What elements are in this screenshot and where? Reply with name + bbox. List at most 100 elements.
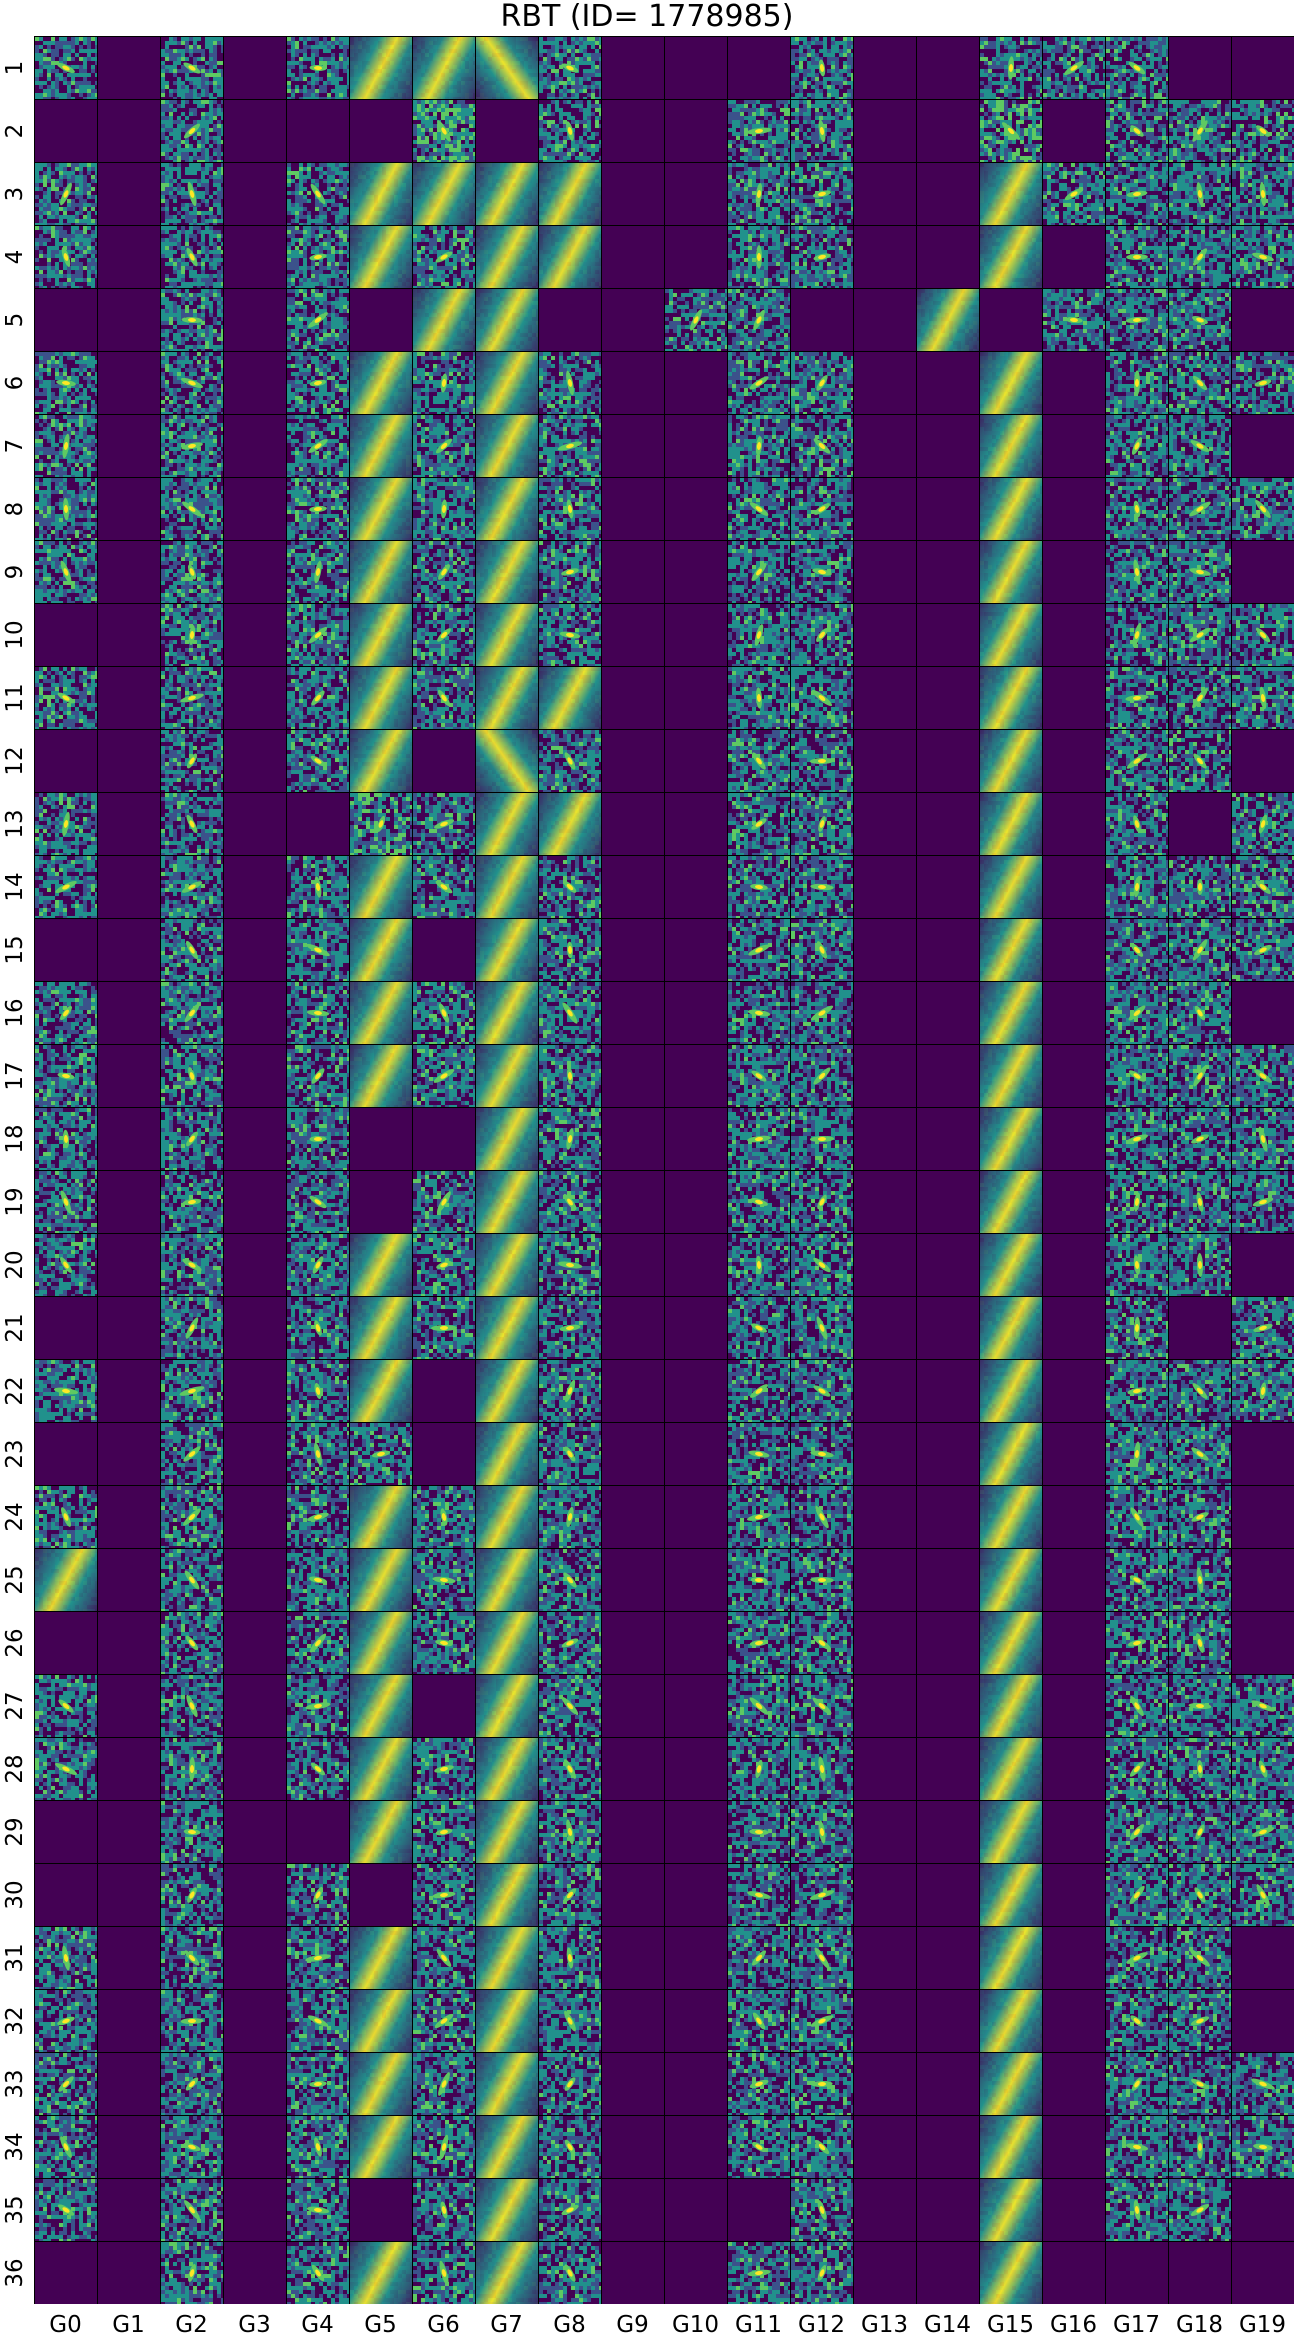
cutout-cell (665, 982, 728, 1044)
cutout-cell (665, 730, 728, 792)
cutout-cell (287, 1675, 350, 1737)
cutout-cell (476, 1360, 539, 1422)
cutout-cell (287, 1297, 350, 1359)
cutout-cell (476, 1297, 539, 1359)
cutout-cell (1043, 604, 1106, 666)
cutout-cell (1106, 1801, 1169, 1863)
cutout-cell (980, 919, 1043, 981)
cutout-cell (1043, 352, 1106, 414)
cutout-cell (854, 2116, 917, 2178)
cutout-cell (854, 2179, 917, 2241)
cutout-cell (1232, 163, 1294, 225)
cutout-cell (224, 1360, 287, 1422)
cutout-cell (1043, 730, 1106, 792)
cutout-cell (602, 100, 665, 162)
cutout-cell (854, 604, 917, 666)
cutout-row (35, 2242, 1294, 2304)
cutout-cell (1043, 100, 1106, 162)
row-label-text: 21 (2, 1313, 28, 1342)
row-label-text: 2 (2, 123, 28, 138)
row-label-text: 25 (2, 1565, 28, 1594)
cutout-cell (350, 1612, 413, 1674)
cutout-cell (161, 226, 224, 288)
row-label: 35 (0, 2178, 30, 2241)
cutout-cell (980, 1990, 1043, 2052)
cutout-cell (980, 1801, 1043, 1863)
cutout-cell (980, 163, 1043, 225)
column-label: G10 (664, 2312, 727, 2338)
cutout-cell (161, 37, 224, 99)
row-label: 3 (0, 162, 30, 225)
cutout-cell (917, 1171, 980, 1233)
cutout-cell (539, 1927, 602, 1989)
cutout-cell (1106, 919, 1169, 981)
cutout-cell (98, 1738, 161, 1800)
cutout-cell (791, 478, 854, 540)
cutout-cell (980, 730, 1043, 792)
cutout-cell (665, 1864, 728, 1926)
cutout-cell (350, 856, 413, 918)
cutout-cell (1043, 1864, 1106, 1926)
cutout-cell (1106, 1234, 1169, 1296)
cutout-cell (1169, 730, 1232, 792)
cutout-cell (224, 1486, 287, 1548)
cutout-cell (917, 2053, 980, 2115)
cutout-cell (1232, 415, 1294, 477)
cutout-cell (917, 730, 980, 792)
cutout-cell (917, 1486, 980, 1548)
cutout-cell (98, 730, 161, 792)
cutout-cell (413, 1549, 476, 1611)
cutout-cell (161, 1486, 224, 1548)
cutout-cell (1043, 793, 1106, 855)
cutout-cell (539, 793, 602, 855)
cutout-cell (917, 2179, 980, 2241)
cutout-row (35, 1486, 1294, 1549)
cutout-cell (1169, 415, 1232, 477)
cutout-row (35, 1234, 1294, 1297)
cutout-cell (665, 2242, 728, 2304)
cutout-cell (1043, 1927, 1106, 1989)
cutout-cell (980, 541, 1043, 603)
row-label: 22 (0, 1359, 30, 1422)
row-label-text: 15 (2, 935, 28, 964)
cutout-cell (539, 2053, 602, 2115)
cutout-cell (161, 1297, 224, 1359)
cutout-cell (224, 1297, 287, 1359)
cutout-cell (413, 2053, 476, 2115)
cutout-cell (1106, 667, 1169, 729)
cutout-cell (602, 856, 665, 918)
cutout-cell (350, 1234, 413, 1296)
cutout-cell (665, 1360, 728, 1422)
row-label: 30 (0, 1863, 30, 1926)
cutout-cell (917, 226, 980, 288)
cutout-cell (35, 1612, 98, 1674)
column-label: G6 (412, 2312, 475, 2338)
cutout-cell (350, 163, 413, 225)
cutout-cell (1232, 1612, 1294, 1674)
cutout-cell (539, 1675, 602, 1737)
cutout-row (35, 1360, 1294, 1423)
cutout-cell (539, 1360, 602, 1422)
row-label-text: 32 (2, 2006, 28, 2035)
cutout-cell (728, 856, 791, 918)
cutout-cell (98, 1108, 161, 1170)
cutout-cell (854, 415, 917, 477)
row-label: 10 (0, 603, 30, 666)
cutout-cell (224, 1801, 287, 1863)
cutout-cell (980, 1549, 1043, 1611)
cutout-cell (854, 226, 917, 288)
cutout-cell (665, 100, 728, 162)
cutout-cell (287, 1738, 350, 1800)
cutout-cell (791, 982, 854, 1044)
cutout-cell (1169, 1990, 1232, 2052)
cutout-cell (917, 1423, 980, 1485)
cutout-cell (1169, 856, 1232, 918)
cutout-cell (602, 1738, 665, 1800)
cutout-cell (980, 2116, 1043, 2178)
cutout-cell (476, 604, 539, 666)
cutout-cell (665, 919, 728, 981)
cutout-cell (413, 793, 476, 855)
cutout-cell (665, 1927, 728, 1989)
cutout-cell (1169, 2116, 1232, 2178)
cutout-cell (728, 100, 791, 162)
